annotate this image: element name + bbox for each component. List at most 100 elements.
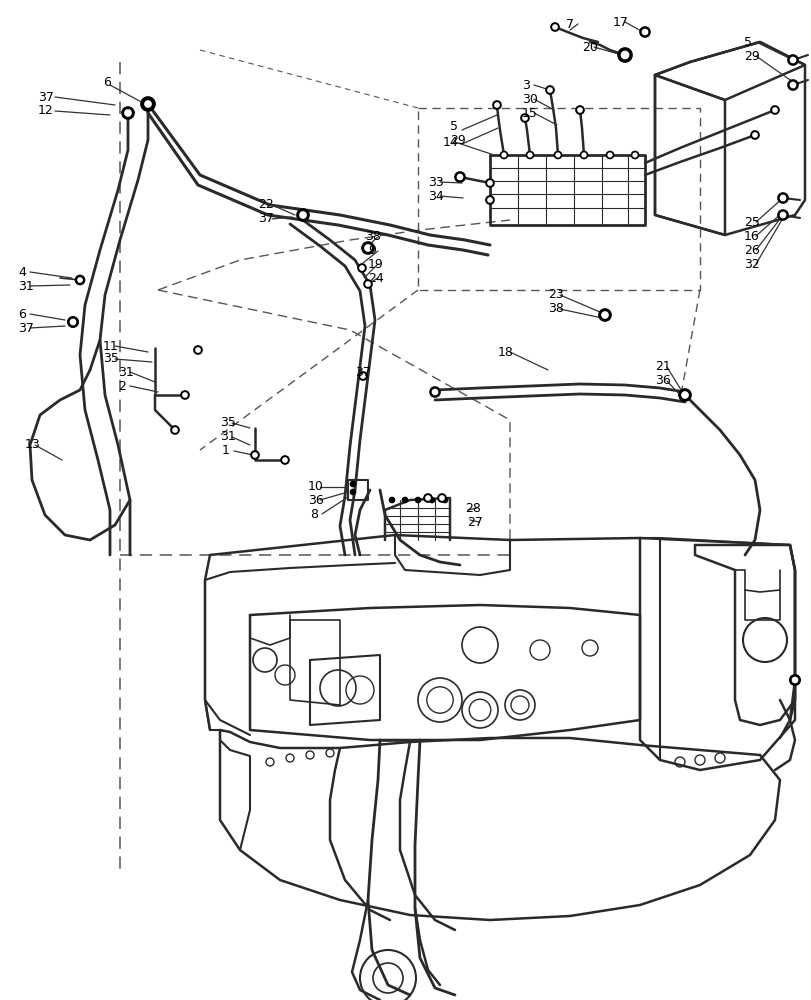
Circle shape: [790, 58, 795, 63]
Text: 28: 28: [465, 502, 480, 514]
Circle shape: [606, 152, 613, 159]
Text: 21: 21: [654, 360, 670, 373]
Circle shape: [350, 489, 355, 494]
Circle shape: [283, 458, 286, 462]
Circle shape: [432, 389, 437, 394]
Circle shape: [787, 80, 797, 90]
Circle shape: [402, 497, 407, 502]
Text: 37: 37: [258, 213, 273, 226]
Text: 12: 12: [38, 104, 54, 117]
Text: 37: 37: [354, 365, 371, 378]
Text: 38: 38: [365, 231, 380, 243]
Text: 30: 30: [521, 93, 537, 106]
Text: 9: 9: [367, 244, 375, 257]
Circle shape: [426, 496, 430, 500]
Text: 10: 10: [307, 481, 324, 493]
Circle shape: [486, 196, 493, 204]
Circle shape: [182, 393, 187, 397]
Circle shape: [777, 193, 787, 203]
Circle shape: [487, 181, 491, 185]
Circle shape: [361, 374, 365, 378]
Circle shape: [454, 172, 465, 182]
Text: 14: 14: [443, 136, 458, 149]
Circle shape: [362, 242, 374, 254]
Text: 36: 36: [307, 493, 324, 506]
Circle shape: [125, 110, 131, 116]
Circle shape: [580, 152, 587, 159]
Text: 31: 31: [220, 430, 235, 444]
Text: 34: 34: [427, 190, 443, 202]
Circle shape: [527, 153, 531, 157]
Text: 37: 37: [18, 322, 34, 334]
Text: 11: 11: [103, 340, 118, 353]
Text: 20: 20: [581, 41, 597, 54]
Circle shape: [78, 278, 82, 282]
Circle shape: [442, 497, 447, 502]
Circle shape: [500, 152, 507, 159]
Circle shape: [575, 106, 583, 114]
Circle shape: [363, 280, 371, 288]
Text: 26: 26: [743, 243, 759, 256]
Text: 24: 24: [367, 271, 384, 284]
Circle shape: [358, 372, 367, 380]
Text: 15: 15: [521, 107, 537, 120]
Circle shape: [194, 346, 202, 354]
Circle shape: [607, 153, 611, 157]
Circle shape: [75, 275, 84, 284]
Circle shape: [71, 320, 75, 324]
Circle shape: [599, 309, 610, 321]
Circle shape: [145, 101, 151, 107]
Circle shape: [681, 392, 687, 398]
Circle shape: [495, 103, 499, 107]
Circle shape: [181, 391, 189, 399]
Text: 3: 3: [521, 79, 530, 92]
Circle shape: [617, 48, 631, 62]
Text: 16: 16: [743, 230, 759, 242]
Circle shape: [68, 317, 78, 327]
Circle shape: [253, 453, 257, 457]
Circle shape: [415, 497, 420, 502]
Circle shape: [521, 114, 528, 122]
Circle shape: [522, 116, 526, 120]
Text: 32: 32: [743, 257, 759, 270]
Circle shape: [642, 30, 646, 35]
Circle shape: [437, 494, 445, 502]
Circle shape: [173, 428, 177, 432]
Circle shape: [789, 675, 799, 685]
Circle shape: [779, 196, 784, 200]
Circle shape: [440, 496, 444, 500]
Text: 13: 13: [25, 438, 41, 452]
Text: 23: 23: [547, 288, 563, 302]
Circle shape: [430, 387, 440, 397]
Text: 5: 5: [449, 120, 457, 133]
Circle shape: [366, 282, 370, 286]
Text: 17: 17: [612, 16, 628, 29]
Circle shape: [359, 266, 363, 270]
Circle shape: [601, 312, 607, 318]
Circle shape: [429, 497, 434, 502]
Circle shape: [457, 175, 462, 180]
Circle shape: [792, 678, 796, 682]
Circle shape: [770, 106, 778, 114]
Text: 38: 38: [547, 302, 563, 316]
Circle shape: [526, 152, 533, 159]
Circle shape: [141, 97, 155, 111]
Text: 35: 35: [103, 353, 118, 365]
Circle shape: [389, 497, 394, 502]
Circle shape: [752, 133, 756, 137]
Text: 29: 29: [743, 50, 759, 63]
Circle shape: [358, 264, 366, 272]
Text: 2: 2: [118, 379, 126, 392]
Circle shape: [195, 348, 200, 352]
Text: 6: 6: [18, 308, 26, 320]
Text: 5: 5: [743, 36, 751, 49]
Circle shape: [171, 426, 178, 434]
Circle shape: [423, 494, 431, 502]
Text: 1: 1: [221, 444, 230, 458]
Circle shape: [792, 678, 796, 682]
Text: 31: 31: [118, 365, 134, 378]
Text: 27: 27: [466, 516, 483, 528]
Circle shape: [581, 153, 585, 157]
Text: 8: 8: [310, 508, 318, 520]
Text: 37: 37: [38, 91, 54, 104]
